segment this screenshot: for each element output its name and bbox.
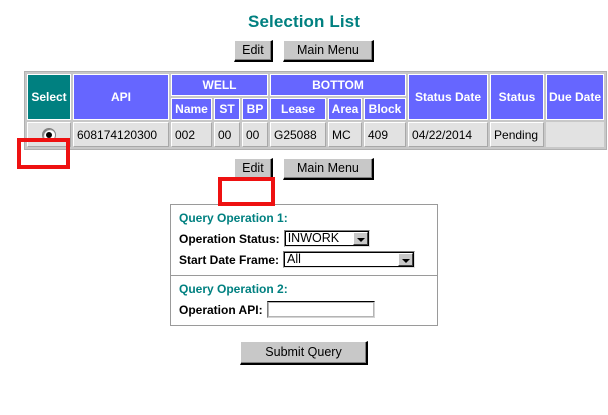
- column-header-bottom-block: Block: [364, 98, 407, 120]
- operation-status-value: INWORK: [287, 231, 340, 245]
- chevron-down-icon[interactable]: [398, 253, 414, 266]
- column-header-bottom-area: Area: [328, 98, 362, 120]
- row-select-cell[interactable]: [27, 122, 71, 147]
- start-date-frame-select[interactable]: All: [283, 251, 416, 268]
- cell-bottom-block: 409: [364, 122, 407, 147]
- column-group-header-bottom: BOTTOM: [270, 74, 407, 96]
- operation-status-select[interactable]: INWORK: [283, 230, 370, 247]
- column-header-well-bp: BP: [242, 98, 268, 120]
- column-header-select: Select: [27, 74, 71, 120]
- start-date-frame-label: Start Date Frame:: [179, 252, 280, 267]
- column-header-well-name: Name: [171, 98, 212, 120]
- cell-api: 608174120300: [73, 122, 169, 147]
- cell-well-st: 00: [214, 122, 240, 147]
- top-main-menu-button[interactable]: Main Menu: [283, 40, 374, 62]
- row-select-radio[interactable]: [42, 127, 56, 142]
- chevron-down-icon[interactable]: [352, 232, 368, 245]
- operation-api-row: Operation API:: [179, 301, 429, 318]
- selection-table: Select API WELL BOTTOM Status Date Statu…: [24, 71, 608, 150]
- column-header-status: Status: [490, 74, 545, 120]
- table-header: Select API WELL BOTTOM Status Date Statu…: [27, 74, 605, 120]
- operation-api-label: Operation API:: [179, 302, 263, 317]
- cell-status: Pending: [490, 122, 545, 147]
- column-group-header-well: WELL: [171, 74, 268, 96]
- query-operation-1-legend: Query Operation 1:: [179, 211, 288, 225]
- column-header-status-date: Status Date: [408, 74, 489, 120]
- operation-status-label: Operation Status:: [179, 231, 280, 246]
- operation-api-input[interactable]: [266, 301, 375, 318]
- cell-bottom-area: MC: [328, 122, 362, 147]
- cell-bottom-lease: G25088: [270, 122, 326, 147]
- bottom-main-menu-button[interactable]: Main Menu: [283, 158, 374, 180]
- cell-due-date: [546, 122, 605, 147]
- column-header-bottom-lease: Lease: [270, 98, 326, 120]
- start-date-frame-row: Start Date Frame: All: [179, 251, 429, 268]
- table-header-row-1: Select API WELL BOTTOM Status Date Statu…: [27, 74, 605, 120]
- edit-button-highlight-annotation: [218, 177, 275, 206]
- bottom-button-row: Edit Main Menu: [0, 158, 608, 180]
- column-header-api: API: [73, 74, 169, 120]
- query-operation-2-legend: Query Operation 2:: [179, 282, 288, 296]
- cell-status-date: 04/22/2014: [408, 122, 489, 147]
- page-title: Selection List: [248, 12, 360, 31]
- cell-well-name: 002: [171, 122, 212, 147]
- selection-table-wrap: Select API WELL BOTTOM Status Date Statu…: [24, 71, 608, 150]
- operation-status-row: Operation Status: INWORK: [179, 230, 429, 247]
- submit-row: Submit Query: [0, 341, 608, 365]
- top-button-row: Edit Main Menu: [0, 40, 608, 62]
- query-operation-2-fieldset: Query Operation 2: Operation API:: [170, 276, 438, 326]
- bottom-edit-button[interactable]: Edit: [234, 158, 273, 180]
- table-row: 608174120300 002 00 00 G25088 MC 409 04/…: [27, 122, 605, 147]
- top-edit-button[interactable]: Edit: [234, 40, 273, 62]
- query-form: Query Operation 1: Operation Status: INW…: [170, 204, 438, 326]
- column-header-well-st: ST: [214, 98, 240, 120]
- query-operation-1-fieldset: Query Operation 1: Operation Status: INW…: [170, 204, 438, 276]
- start-date-frame-value: All: [287, 252, 301, 266]
- submit-query-button[interactable]: Submit Query: [240, 341, 368, 365]
- column-header-due-date: Due Date: [546, 74, 605, 120]
- table-body: 608174120300 002 00 00 G25088 MC 409 04/…: [27, 122, 605, 147]
- cell-well-bp: 00: [242, 122, 268, 147]
- table-header-row-2: Name ST BP Lease Area Block: [27, 98, 604, 120]
